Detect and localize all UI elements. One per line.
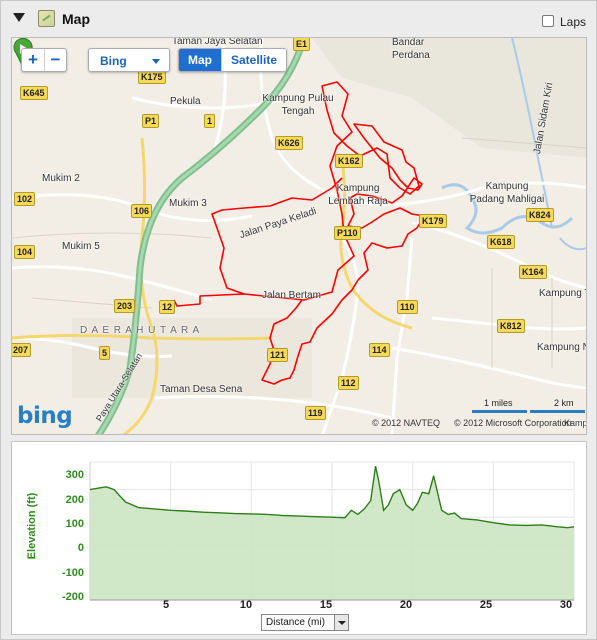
road-shield: 110 bbox=[397, 300, 418, 314]
place-label: Mukim 2 bbox=[42, 173, 80, 184]
scale-bar-miles bbox=[472, 410, 527, 413]
road-shield: 203 bbox=[114, 299, 136, 313]
road-shield: 207 bbox=[12, 343, 32, 357]
road-shield: 12 bbox=[159, 300, 176, 314]
road-shield: K164 bbox=[519, 265, 547, 279]
x-tick-label: 15 bbox=[319, 599, 333, 611]
place-label: Bandar Perdana bbox=[392, 37, 430, 61]
y-tick-label: -100 bbox=[61, 567, 84, 579]
panel-title: Map bbox=[62, 11, 90, 27]
map-view-button[interactable]: Map bbox=[179, 49, 221, 71]
y-tick-label: -200 bbox=[61, 591, 84, 603]
road-shield: K626 bbox=[275, 136, 303, 150]
scale-km-label: 2 km bbox=[554, 398, 574, 408]
x-tick-label: 10 bbox=[239, 599, 253, 611]
chevron-down-icon[interactable] bbox=[334, 615, 348, 630]
road-shield: K812 bbox=[497, 319, 525, 333]
map-icon bbox=[38, 10, 55, 27]
place-label: Mukim 5 bbox=[62, 241, 100, 252]
scale-bar-km bbox=[530, 410, 585, 413]
road-shield: 121 bbox=[267, 348, 289, 362]
place-label: Kampung Lembah Raja bbox=[328, 183, 388, 207]
map-provider-label: Bing bbox=[100, 54, 127, 68]
road-shield: P1 bbox=[142, 114, 160, 128]
zoom-control: + − bbox=[21, 48, 67, 72]
x-axis-selector[interactable]: Distance (mi) bbox=[261, 614, 349, 631]
road-shield: 106 bbox=[131, 204, 153, 218]
road-shield: K162 bbox=[335, 154, 363, 168]
y-tick-label: 100 bbox=[65, 518, 84, 530]
place-label: Jalan Bertam bbox=[262, 290, 321, 301]
place-label: Taman Jaya Selatan bbox=[172, 37, 263, 47]
laps-label: Laps bbox=[560, 15, 587, 29]
elevation-area bbox=[90, 466, 574, 600]
place-label: Kampung N bbox=[537, 342, 587, 353]
road-shield: 1 bbox=[204, 114, 216, 128]
x-axis-selector-label: Distance (mi) bbox=[266, 617, 325, 628]
place-label: Kamp bbox=[564, 418, 587, 428]
road-shield: 119 bbox=[305, 406, 326, 420]
x-tick-label: 20 bbox=[399, 599, 413, 611]
collapse-arrow-icon[interactable] bbox=[13, 13, 25, 22]
place-label: Pekula bbox=[170, 96, 201, 107]
road-shield: 5 bbox=[99, 346, 111, 360]
place-label: Kampung T bbox=[539, 288, 587, 299]
road-shield: P110 bbox=[334, 226, 361, 240]
route-map[interactable]: Taman Jaya Selatan Bandar Perdana Pekula… bbox=[11, 37, 587, 435]
place-label: Mukim 3 bbox=[169, 198, 207, 209]
copyright-microsoft: © 2012 Microsoft Corporation bbox=[454, 418, 572, 428]
y-tick-label: 300 bbox=[65, 469, 84, 481]
copyright-navteq: © 2012 NAVTEQ bbox=[372, 418, 440, 428]
elevation-panel: Elevation (ft) 300 200 100 0 -100 -200 5… bbox=[11, 441, 587, 635]
chevron-down-icon bbox=[152, 59, 160, 64]
zoom-out-button[interactable]: − bbox=[44, 49, 66, 71]
y-tick-label: 0 bbox=[77, 542, 84, 554]
bing-logo: bing bbox=[17, 403, 73, 429]
x-tick-label: 5 bbox=[162, 599, 170, 611]
road-shield: K179 bbox=[419, 214, 447, 228]
y-tick-label: 200 bbox=[65, 494, 84, 506]
map-provider-dropdown[interactable]: Bing bbox=[88, 48, 170, 72]
place-label: Kampung Pulau Tengah bbox=[262, 93, 334, 117]
place-label: Kampung Padang Mahligai bbox=[469, 181, 545, 205]
x-tick-label: 30 bbox=[559, 599, 573, 611]
scale-miles-label: 1 miles bbox=[484, 398, 513, 408]
x-tick-label: 25 bbox=[479, 599, 493, 611]
road-shield: 102 bbox=[14, 192, 36, 206]
road-shield: 114 bbox=[369, 343, 390, 357]
place-label: Taman Desa Sena bbox=[160, 384, 243, 395]
road-shield: 104 bbox=[14, 245, 36, 259]
road-shield: K618 bbox=[487, 235, 515, 249]
road-shield: E1 bbox=[293, 38, 311, 51]
panel-header: Map Laps bbox=[1, 1, 596, 37]
road-shield: K645 bbox=[20, 86, 48, 100]
elevation-line bbox=[89, 465, 575, 529]
satellite-view-button[interactable]: Satellite bbox=[221, 49, 287, 71]
laps-checkbox[interactable] bbox=[542, 15, 554, 27]
elevation-chart[interactable] bbox=[12, 442, 588, 636]
road-shield: K175 bbox=[138, 70, 166, 84]
road-shield: K824 bbox=[526, 208, 554, 222]
road-shield: 112 bbox=[338, 376, 359, 390]
map-view-toggle: Map Satellite bbox=[178, 48, 288, 72]
place-label: D A E R A H U T A R A bbox=[80, 325, 201, 336]
zoom-in-button[interactable]: + bbox=[28, 50, 38, 69]
